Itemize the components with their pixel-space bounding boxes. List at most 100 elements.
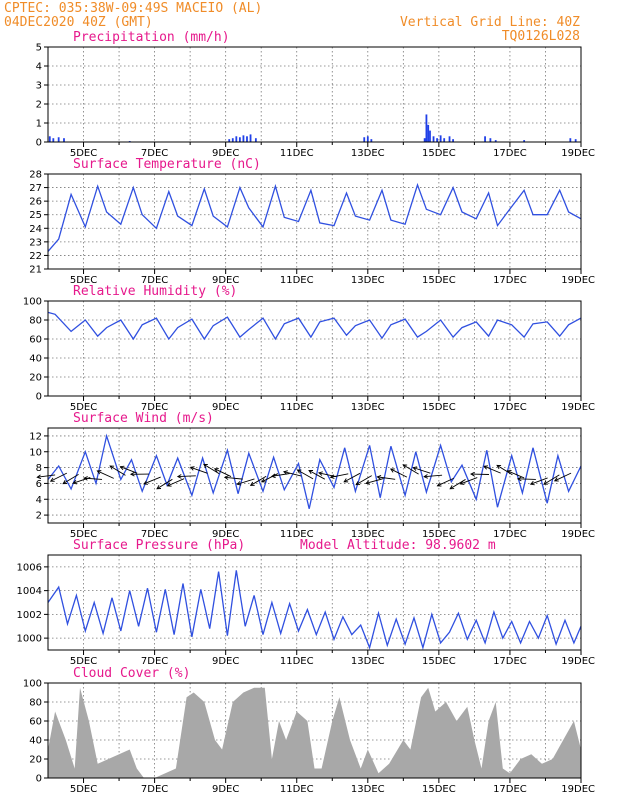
precip-bar <box>448 136 451 142</box>
cloud-frame <box>47 682 582 779</box>
precip-bar <box>249 134 252 142</box>
pres-title: Surface Pressure (hPa) <box>73 538 245 553</box>
temp-xtick-label: 5DEC <box>70 275 97 286</box>
temp-xtick-label: 19DEC <box>561 275 595 286</box>
precip-frame <box>47 46 582 143</box>
temp-ytick-label: 28 <box>29 170 42 181</box>
header-run-date: 04DEC2020 40Z (GMT) <box>4 15 153 30</box>
wind-arrow <box>413 467 431 474</box>
pres-xtick-label: 17DEC <box>493 656 527 667</box>
wind-arrow-head <box>119 465 125 471</box>
wind-arrow <box>530 477 548 485</box>
wind-xtick-label: 19DEC <box>561 529 595 540</box>
precip-bar <box>235 136 238 142</box>
wind-arrow <box>283 471 302 477</box>
cloud-xtick-label: 7DEC <box>141 784 168 795</box>
wind-arrow <box>297 469 314 480</box>
precip-ytick-label: 3 <box>36 81 42 92</box>
rh-series-line <box>47 311 582 341</box>
rh-frame <box>47 300 582 397</box>
wind-arrow-head <box>72 479 78 485</box>
temp-ytick-label: 25 <box>29 210 42 221</box>
wind-arrow-head <box>483 465 489 470</box>
precip-bar <box>452 139 454 142</box>
temp-xtick-label: 15DEC <box>422 275 456 286</box>
wind-arrow <box>37 474 56 478</box>
pres-xtick-label: 7DEC <box>141 656 168 667</box>
wind-arrow-head <box>83 476 88 481</box>
cloud-title: Cloud Cover (%) <box>73 666 190 681</box>
temp-frame <box>47 173 582 270</box>
wind-arrow <box>214 468 232 477</box>
wind-series-line <box>47 433 582 509</box>
pres-panel: Surface Pressure (hPa) Model Altitude: 98… <box>17 538 595 667</box>
cloud-xtick-label: 17DEC <box>493 784 527 795</box>
wind-arrow <box>318 472 337 478</box>
rh-ytick-label: 0 <box>36 392 42 403</box>
temp-ytick-label: 27 <box>29 183 42 194</box>
wind-arrow <box>460 477 478 485</box>
wind-arrow-head <box>365 480 371 485</box>
wind-ytick-label: 4 <box>36 495 42 506</box>
wind-arrow <box>156 478 173 490</box>
wind-arrow-head <box>459 480 465 485</box>
wind-arrow-head <box>496 464 502 470</box>
wind-arrow-head <box>49 477 55 482</box>
wind-arrow-head <box>109 465 115 470</box>
rh-ytick-label: 100 <box>23 297 42 308</box>
wind-xtick-label: 7DEC <box>141 529 168 540</box>
wind-arrow-head <box>261 478 266 483</box>
cloud-ytick-label: 40 <box>29 736 42 747</box>
wind-arrow-head <box>143 480 149 485</box>
pres-xtick-label: 19DEC <box>561 656 595 667</box>
pres-xtick-label: 11DEC <box>280 656 314 667</box>
precip-bar <box>363 137 366 142</box>
wind-arrow-head <box>308 470 314 475</box>
wind-arrow-head <box>423 474 428 479</box>
cloud-xtick-label: 9DEC <box>212 784 239 795</box>
cloud-xtick-label: 19DEC <box>561 784 595 795</box>
wind-arrow-head <box>506 470 512 475</box>
wind-arrow <box>483 465 501 474</box>
wind-arrow <box>97 470 114 479</box>
precip-bar <box>432 136 435 142</box>
precip-bar <box>425 114 428 142</box>
wind-arrow-head <box>412 466 418 471</box>
wind-arrow <box>62 474 79 485</box>
wind-xtick-label: 15DEC <box>422 529 456 540</box>
precip-bar <box>254 138 257 142</box>
cloud-xtick-label: 11DEC <box>280 784 314 795</box>
wind-arrow <box>507 470 525 479</box>
wind-panel: Surface Wind (m/s) 2 4 6 8 10 12 5DEC 7DEC 9DEC 11… <box>29 411 595 540</box>
wind-title: Surface Wind (m/s) <box>73 411 214 426</box>
temp-series-line <box>47 182 582 252</box>
precip-panel: Precipitation (mm/h) 0 1 2 3 4 5 5DEC 7DEC 9DEC 11… <box>36 30 595 159</box>
rh-xtick-label: 5DEC <box>70 402 97 413</box>
precip-ytick-label: 2 <box>36 100 42 111</box>
wind-arrow <box>355 475 372 486</box>
wind-arrow-head <box>213 468 219 473</box>
wind-arrow-head <box>223 475 229 480</box>
wind-arrow-head <box>376 475 382 480</box>
temp-ytick-label: 23 <box>29 237 42 248</box>
cloud-ytick-label: 20 <box>29 755 42 766</box>
wind-arrow <box>224 476 243 480</box>
wind-ytick-label: 8 <box>36 463 42 474</box>
precip-xtick-label: 17DEC <box>493 148 527 159</box>
pres-ytick-label: 1004 <box>17 586 42 597</box>
wind-xtick-label: 5DEC <box>70 529 97 540</box>
temp-xtick-label: 17DEC <box>493 275 527 286</box>
wind-arrow-head <box>553 477 559 482</box>
wind-arrow-head <box>249 481 255 486</box>
wind-arrow-head <box>389 468 395 473</box>
temp-xtick-label: 11DEC <box>280 275 314 286</box>
precip-xtick-label: 11DEC <box>280 148 314 159</box>
wind-arrow-head <box>516 476 522 482</box>
precip-bar <box>228 139 231 142</box>
rh-ytick-label: 80 <box>29 316 42 327</box>
wind-arrow <box>190 466 208 474</box>
rh-xtick-label: 11DEC <box>280 402 314 413</box>
pres-ytick-label: 1002 <box>17 610 42 621</box>
cloud-ytick-label: 60 <box>29 717 42 728</box>
precip-bar <box>484 136 486 142</box>
